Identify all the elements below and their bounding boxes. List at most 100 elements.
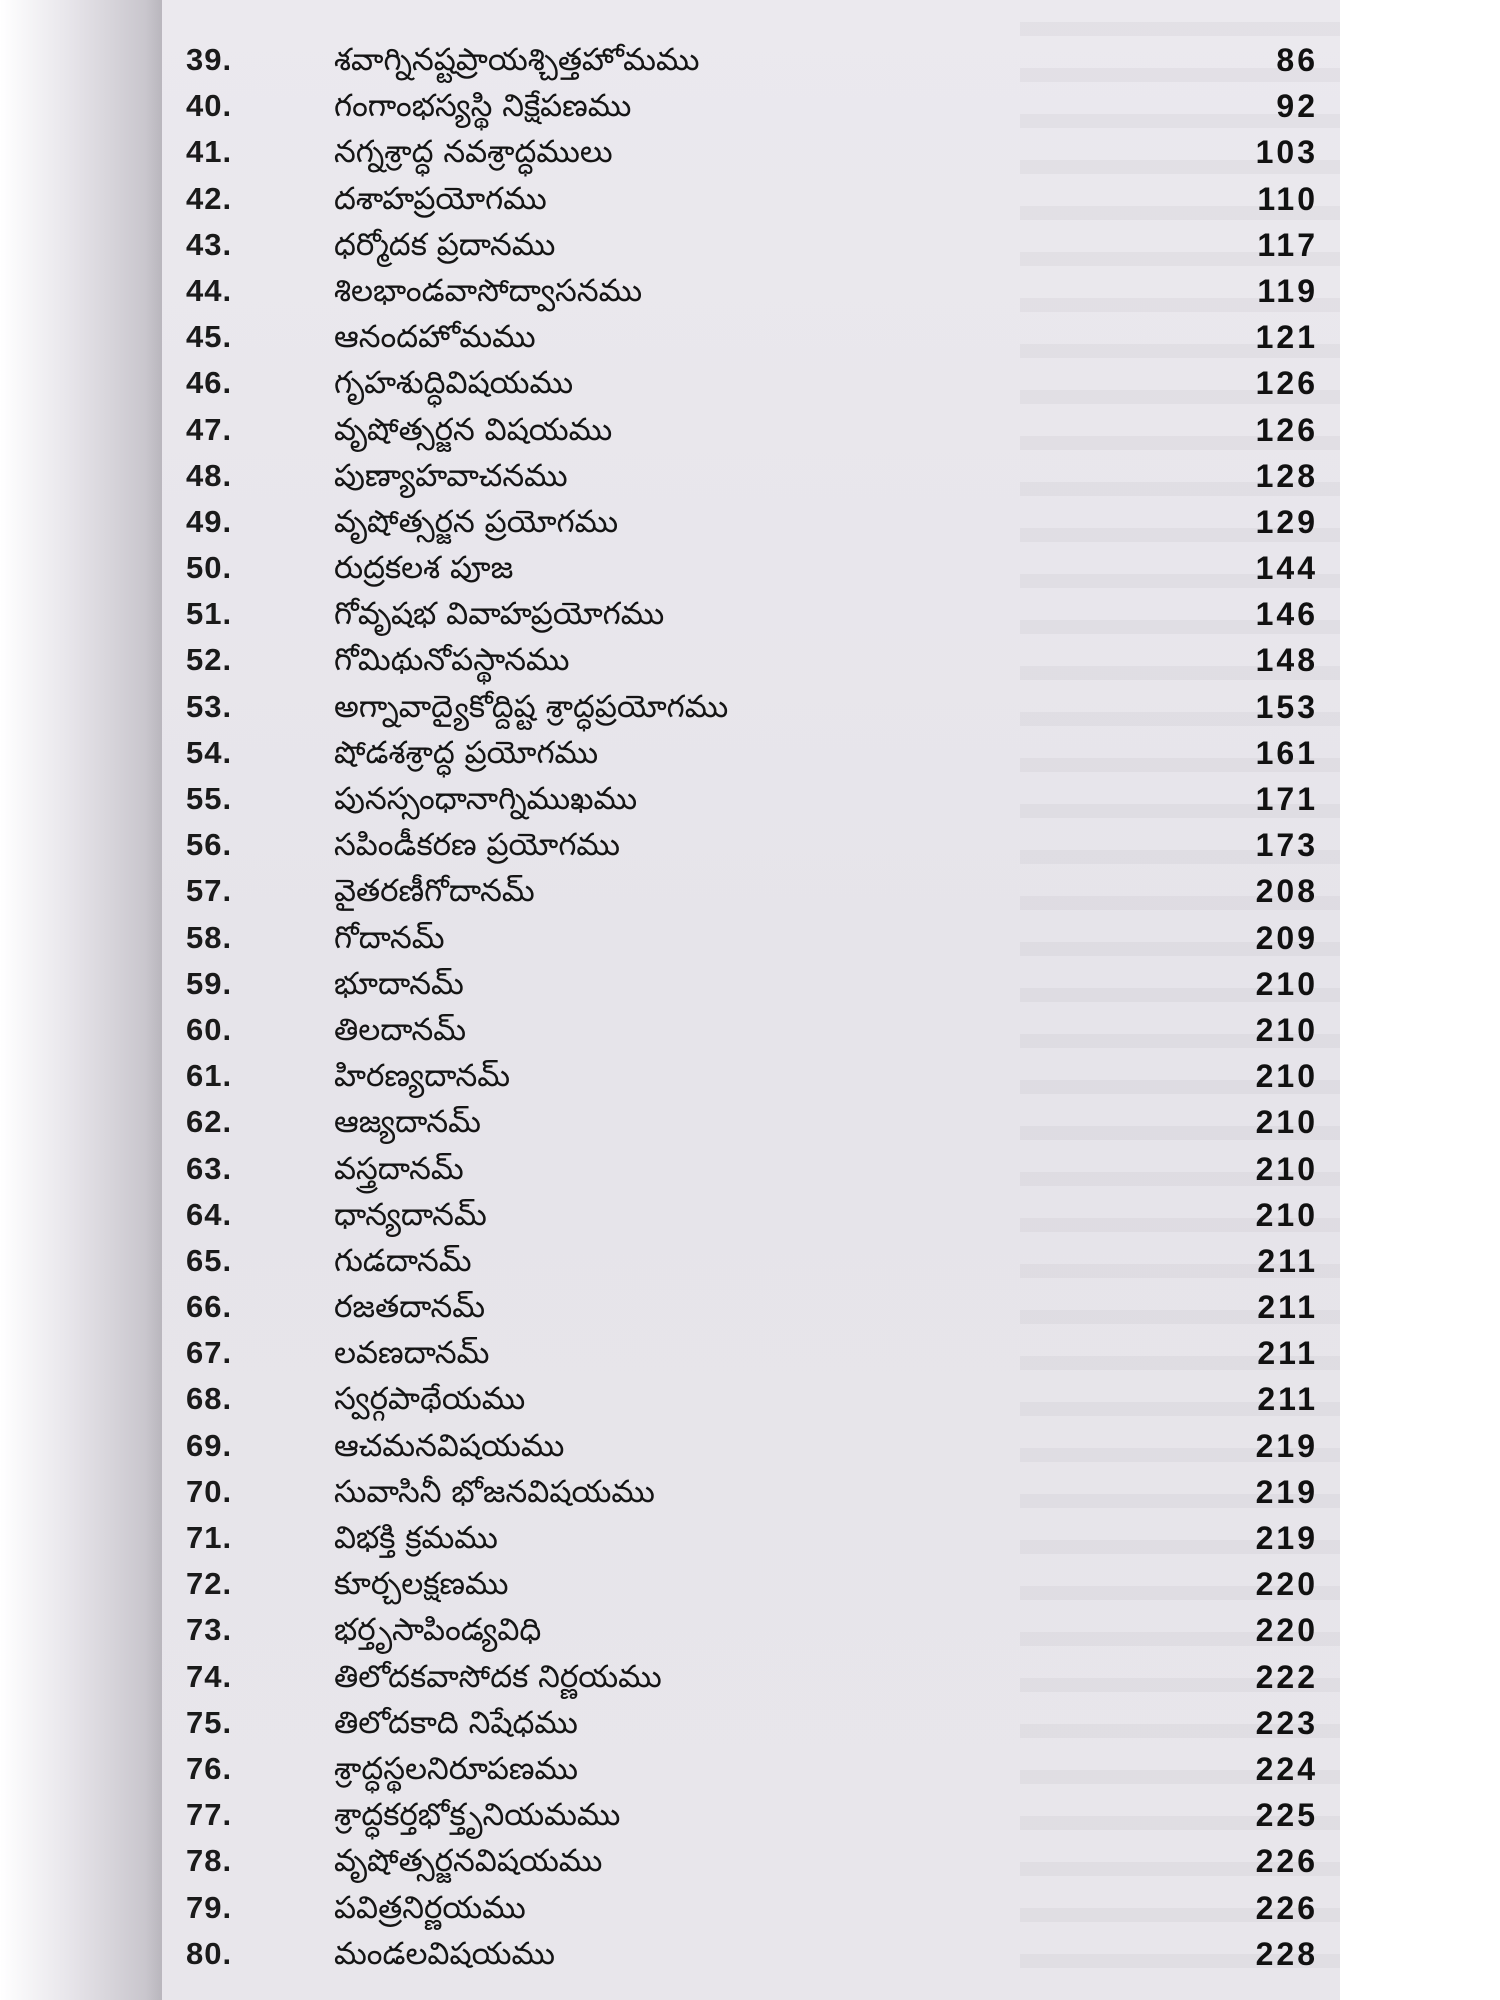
toc-entry: 64. ధాన్యదానమ్ 210 xyxy=(162,1193,1340,1239)
entry-number: 65. xyxy=(186,1242,233,1278)
entry-page-number: 228 xyxy=(1255,1935,1318,1972)
toc-entry: 50. రుద్రకలశ పూజ 144 xyxy=(162,546,1340,592)
entry-page-number: 219 xyxy=(1255,1520,1318,1556)
entry-title: వృషోత్సర్జనవిషయము xyxy=(334,1843,603,1880)
entry-number: 78. xyxy=(186,1843,233,1879)
entry-number: 60. xyxy=(186,1011,233,1047)
entry-page-number: 211 xyxy=(1257,1335,1318,1372)
toc-entry: 63. వస్త్రదానమ్ 210 xyxy=(162,1147,1340,1193)
toc-entry: 56. సపిండీకరణ ప్రయోగము 173 xyxy=(162,823,1340,869)
toc-entry: 65. గుడదానమ్ 211 xyxy=(162,1239,1340,1285)
entry-number: 73. xyxy=(186,1612,233,1648)
toc-entry: 43. ధర్మోదక ప్రదానము 117 xyxy=(162,223,1340,269)
entry-page-number: 148 xyxy=(1255,642,1318,679)
entry-title: షోడశశ్రాద్ధ ప్రయోగము xyxy=(334,734,599,771)
entry-number: 61. xyxy=(186,1058,233,1094)
entry-page-number: 153 xyxy=(1255,688,1318,725)
entry-title: గృహశుద్ధివిషయము xyxy=(334,365,574,402)
entry-page-number: 224 xyxy=(1255,1750,1318,1787)
entry-title: దశాహప్రయోగము xyxy=(334,180,547,217)
toc-entry: 42. దశాహప్రయోగము 110 xyxy=(162,177,1340,223)
toc-entry: 46. గృహశుద్ధివిషయము 126 xyxy=(162,361,1340,407)
entry-page-number: 103 xyxy=(1255,134,1318,171)
toc-entry: 51. గోవృషభ వివాహప్రయోగము 146 xyxy=(162,592,1340,638)
contents-page: 39. శవాగ్నినష్టప్రాయశ్చిత్తహోమము 86 40. గంగా… xyxy=(162,0,1340,2000)
bleed-through-text xyxy=(1020,0,1340,2000)
entry-title: తిలోదకాది నిషేధము xyxy=(334,1704,578,1741)
entry-title: గుడదానమ్ xyxy=(334,1242,472,1279)
toc-entry: 76. శ్రాద్ధస్థలనిరూపణము 224 xyxy=(162,1747,1340,1793)
entry-title: మండలవిషయము xyxy=(334,1935,555,1972)
toc-entry: 53. అగ్నావాద్యైకోద్దిష్ట శ్రాద్ధప్రయోగము 1… xyxy=(162,685,1340,731)
entry-number: 70. xyxy=(186,1473,233,1509)
entry-title: శిలభాండవాసోద్వాసనము xyxy=(334,272,643,309)
entry-number: 51. xyxy=(186,596,233,632)
toc-entry: 54. షోడశశ్రాద్ధ ప్రయోగము 161 xyxy=(162,731,1340,777)
entry-page-number: 119 xyxy=(1257,272,1318,309)
entry-page-number: 219 xyxy=(1255,1473,1318,1510)
entry-page-number: 92 xyxy=(1276,88,1318,125)
toc-entry: 40. గంగాంభస్యస్థి నిక్షేపణము 92 xyxy=(162,84,1340,130)
entry-title: లవణదానమ్ xyxy=(334,1335,490,1372)
entry-number: 39. xyxy=(186,42,233,77)
entry-title: వస్త్రదానమ్ xyxy=(334,1150,464,1187)
entry-number: 49. xyxy=(186,503,233,539)
entry-page-number: 126 xyxy=(1255,365,1318,402)
entry-title: పుణ్యాహవాచనము xyxy=(334,457,568,494)
entry-number: 55. xyxy=(186,781,233,816)
entry-page-number: 210 xyxy=(1255,1011,1318,1048)
entry-page-number: 146 xyxy=(1255,596,1318,633)
entry-number: 74. xyxy=(186,1658,233,1694)
entry-title: వృషోత్సర్జన విషయము xyxy=(334,411,613,448)
toc-entry: 57. వైతరణీగోదానమ్ 208 xyxy=(162,869,1340,915)
entry-title: పునస్సంధానాగ్నిముఖము xyxy=(334,781,638,817)
toc-entry: 62. ఆజ్యదానమ్ 210 xyxy=(162,1100,1340,1146)
toc-entry: 74. తిలోదకవాసోదక నిర్ణయము 222 xyxy=(162,1655,1340,1701)
toc-entry: 47. వృషోత్సర్జన విషయము 126 xyxy=(162,408,1340,454)
entry-page-number: 222 xyxy=(1255,1658,1318,1695)
entry-number: 72. xyxy=(186,1566,233,1602)
entry-number: 59. xyxy=(186,965,233,1001)
book-gutter-shadow xyxy=(0,0,162,2000)
toc-entry: 60. తిలదానమ్ 210 xyxy=(162,1008,1340,1054)
entry-title: శ్రాద్ధస్థలనిరూపణము xyxy=(334,1750,579,1787)
toc-entry: 79. పవిత్రనిర్ణయము 226 xyxy=(162,1886,1340,1932)
entry-page-number: 129 xyxy=(1255,503,1318,540)
toc-entry: 72. కూర్చలక్షణము 220 xyxy=(162,1562,1340,1608)
entry-number: 46. xyxy=(186,365,233,401)
entry-number: 77. xyxy=(186,1797,233,1833)
toc-entry: 80. మండలవిషయము 228 xyxy=(162,1932,1340,1978)
entry-page-number: 210 xyxy=(1255,1196,1318,1233)
entry-title: ధాన్యదానమ్ xyxy=(334,1196,487,1233)
toc-entry: 59. భూదానమ్ 210 xyxy=(162,962,1340,1008)
entry-title: రజతదానమ్ xyxy=(334,1289,486,1326)
toc-entry: 48. పుణ్యాహవాచనము 128 xyxy=(162,454,1340,500)
entry-number: 63. xyxy=(186,1150,233,1186)
entry-title: వైతరణీగోదానమ్ xyxy=(334,873,535,910)
entry-title: భర్తృసాపిండ్యవిధి xyxy=(334,1612,542,1649)
entry-title: తిలోదకవాసోదక నిర్ణయము xyxy=(334,1658,662,1695)
entry-page-number: 219 xyxy=(1255,1427,1318,1464)
entry-page-number: 209 xyxy=(1255,919,1318,956)
entry-number: 67. xyxy=(186,1335,233,1371)
entry-number: 53. xyxy=(186,688,233,724)
entry-page-number: 208 xyxy=(1255,873,1318,910)
entry-number: 57. xyxy=(186,873,233,909)
entry-number: 62. xyxy=(186,1104,233,1140)
toc-entry: 49. వృషోత్సర్జన ప్రయోగము 129 xyxy=(162,500,1340,546)
entry-number: 69. xyxy=(186,1427,233,1463)
entry-number: 41. xyxy=(186,134,233,170)
entry-page-number: 117 xyxy=(1257,226,1318,263)
entry-number: 58. xyxy=(186,919,233,955)
entry-page-number: 211 xyxy=(1257,1381,1318,1418)
entry-page-number: 144 xyxy=(1255,550,1318,587)
toc-entry: 68. స్వర్గపాథేయము 211 xyxy=(162,1377,1340,1423)
entry-page-number: 210 xyxy=(1255,1150,1318,1187)
toc-entry: 70. సువాసినీ భోజనవిషయము 219 xyxy=(162,1470,1340,1516)
entry-page-number: 86 xyxy=(1276,42,1318,78)
toc-entry: 41. నగ్నశ్రాద్ధ నవశ్రాద్ధములు 103 xyxy=(162,130,1340,176)
entry-title: రుద్రకలశ పూజ xyxy=(334,550,514,587)
entry-page-number: 210 xyxy=(1255,1058,1318,1095)
entry-page-number: 210 xyxy=(1255,965,1318,1002)
entry-number: 52. xyxy=(186,642,233,678)
